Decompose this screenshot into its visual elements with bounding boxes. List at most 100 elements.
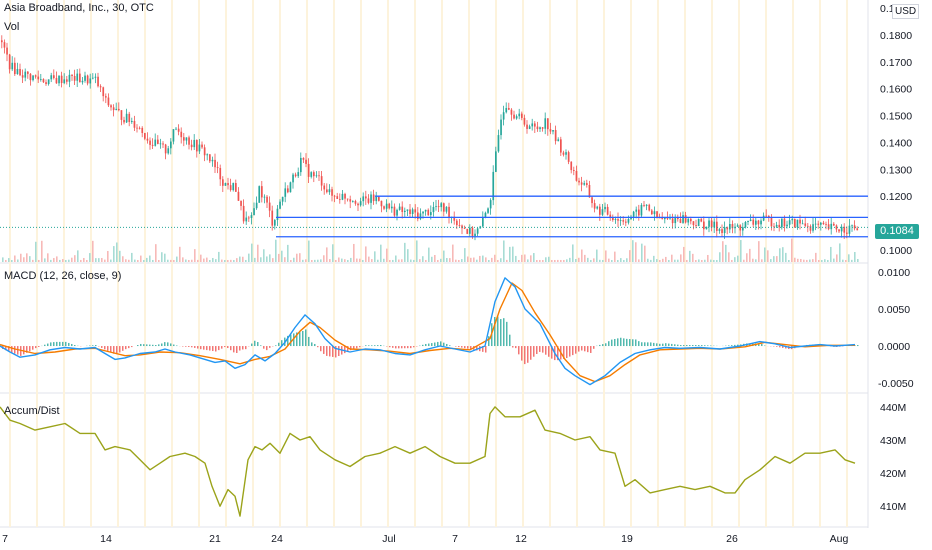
macd-histogram-bar bbox=[683, 345, 685, 347]
candle-body bbox=[851, 225, 853, 227]
candle-body bbox=[307, 163, 310, 177]
volume-bar bbox=[362, 259, 364, 262]
volume-bar bbox=[323, 255, 325, 262]
candle-body bbox=[409, 209, 411, 214]
candle-body bbox=[708, 220, 710, 227]
macd-histogram-bar bbox=[428, 343, 430, 347]
volume-bar bbox=[599, 259, 601, 262]
volume-bar bbox=[659, 259, 661, 262]
macd-histogram-bar bbox=[26, 346, 28, 353]
macd-histogram-bar bbox=[557, 346, 559, 361]
volume-bar bbox=[317, 259, 319, 262]
volume-bar bbox=[230, 259, 232, 262]
candle-body bbox=[809, 226, 812, 231]
candle-body bbox=[203, 147, 206, 156]
volume-bar bbox=[143, 259, 145, 262]
macd-histogram-bar bbox=[527, 346, 529, 363]
candle-body bbox=[422, 211, 424, 214]
candle-body bbox=[817, 223, 820, 225]
candle-body bbox=[190, 144, 193, 148]
macd-histogram-bar bbox=[329, 346, 331, 357]
candle-body bbox=[359, 201, 362, 206]
macd-histogram-bar bbox=[212, 346, 214, 352]
candle-body bbox=[188, 137, 190, 145]
macd-histogram-bar bbox=[533, 346, 535, 357]
volume-bar bbox=[761, 259, 763, 262]
macd-histogram-bar bbox=[431, 343, 433, 347]
candle-body bbox=[445, 206, 448, 212]
candle-body bbox=[196, 139, 198, 152]
candle-body bbox=[612, 217, 614, 221]
volume-bar bbox=[293, 257, 295, 262]
candle-body bbox=[99, 86, 102, 88]
candle-body bbox=[799, 219, 801, 224]
volume-bar bbox=[122, 256, 124, 262]
candle-body bbox=[45, 82, 47, 85]
candle-body bbox=[167, 148, 170, 154]
candle-body bbox=[786, 224, 788, 227]
volume-bar bbox=[152, 259, 154, 262]
volume-bar bbox=[473, 257, 475, 262]
candle-body bbox=[471, 227, 474, 237]
volume-bar bbox=[236, 258, 238, 262]
candle-body bbox=[393, 206, 396, 216]
candle-body bbox=[326, 189, 328, 193]
volume-bar bbox=[242, 256, 244, 262]
macd-histogram-bar bbox=[413, 346, 415, 348]
candle-body bbox=[565, 152, 567, 155]
volume-bar bbox=[383, 258, 385, 262]
candle-body bbox=[671, 218, 674, 224]
currency-badge[interactable]: USD bbox=[892, 4, 920, 19]
macd-tick-label: 0.0000 bbox=[878, 341, 910, 353]
volume-bar bbox=[512, 246, 514, 262]
volume-bar bbox=[710, 259, 712, 262]
macd-histogram-bar bbox=[515, 346, 517, 349]
volume-bar bbox=[746, 253, 748, 262]
volume-bar bbox=[395, 255, 397, 262]
volume-bar bbox=[221, 259, 223, 262]
x-tick-label: Jul bbox=[382, 533, 395, 545]
volume-bar bbox=[158, 259, 160, 262]
macd-histogram-bar bbox=[359, 346, 361, 348]
macd-histogram-bar bbox=[200, 346, 202, 350]
candle-body bbox=[562, 152, 565, 155]
macd-histogram-bar bbox=[32, 346, 34, 350]
volume-bar bbox=[668, 260, 670, 262]
macd-histogram-bar bbox=[734, 344, 736, 347]
candle-body bbox=[762, 215, 765, 221]
volume-bar bbox=[737, 255, 739, 262]
candle-body bbox=[713, 221, 716, 228]
candle-body bbox=[448, 206, 450, 218]
candle-body bbox=[401, 206, 404, 212]
volume-bar bbox=[656, 259, 658, 262]
macd-histogram-bar bbox=[521, 346, 523, 361]
macd-histogram-bar bbox=[464, 346, 466, 349]
candle-body bbox=[380, 200, 383, 207]
candle-body bbox=[820, 222, 822, 225]
macd-histogram-bar bbox=[176, 345, 178, 347]
candle-body bbox=[11, 62, 14, 70]
candle-body bbox=[489, 200, 492, 209]
macd-histogram-bar bbox=[425, 343, 427, 347]
macd-histogram-bar bbox=[323, 346, 325, 354]
candle-body bbox=[237, 191, 240, 201]
candle-body bbox=[848, 225, 851, 234]
candle-body bbox=[222, 179, 224, 186]
macd-histogram-bar bbox=[581, 346, 583, 351]
macd-histogram-bar bbox=[314, 343, 316, 347]
volume-bar bbox=[50, 259, 52, 262]
volume-bar bbox=[182, 257, 184, 262]
volume-bar bbox=[332, 244, 334, 262]
volume-bar bbox=[593, 258, 595, 262]
candle-body bbox=[73, 75, 76, 81]
macd-histogram-bar bbox=[335, 346, 337, 358]
candle-body bbox=[760, 220, 762, 225]
volume-bar bbox=[77, 250, 79, 262]
macd-histogram-bar bbox=[539, 346, 541, 352]
candle-body bbox=[323, 185, 326, 190]
candle-body bbox=[822, 222, 825, 225]
volume-bar bbox=[239, 256, 241, 262]
macd-histogram-bar bbox=[119, 346, 121, 353]
volume-bar bbox=[446, 257, 448, 262]
volume-bar bbox=[128, 259, 130, 262]
